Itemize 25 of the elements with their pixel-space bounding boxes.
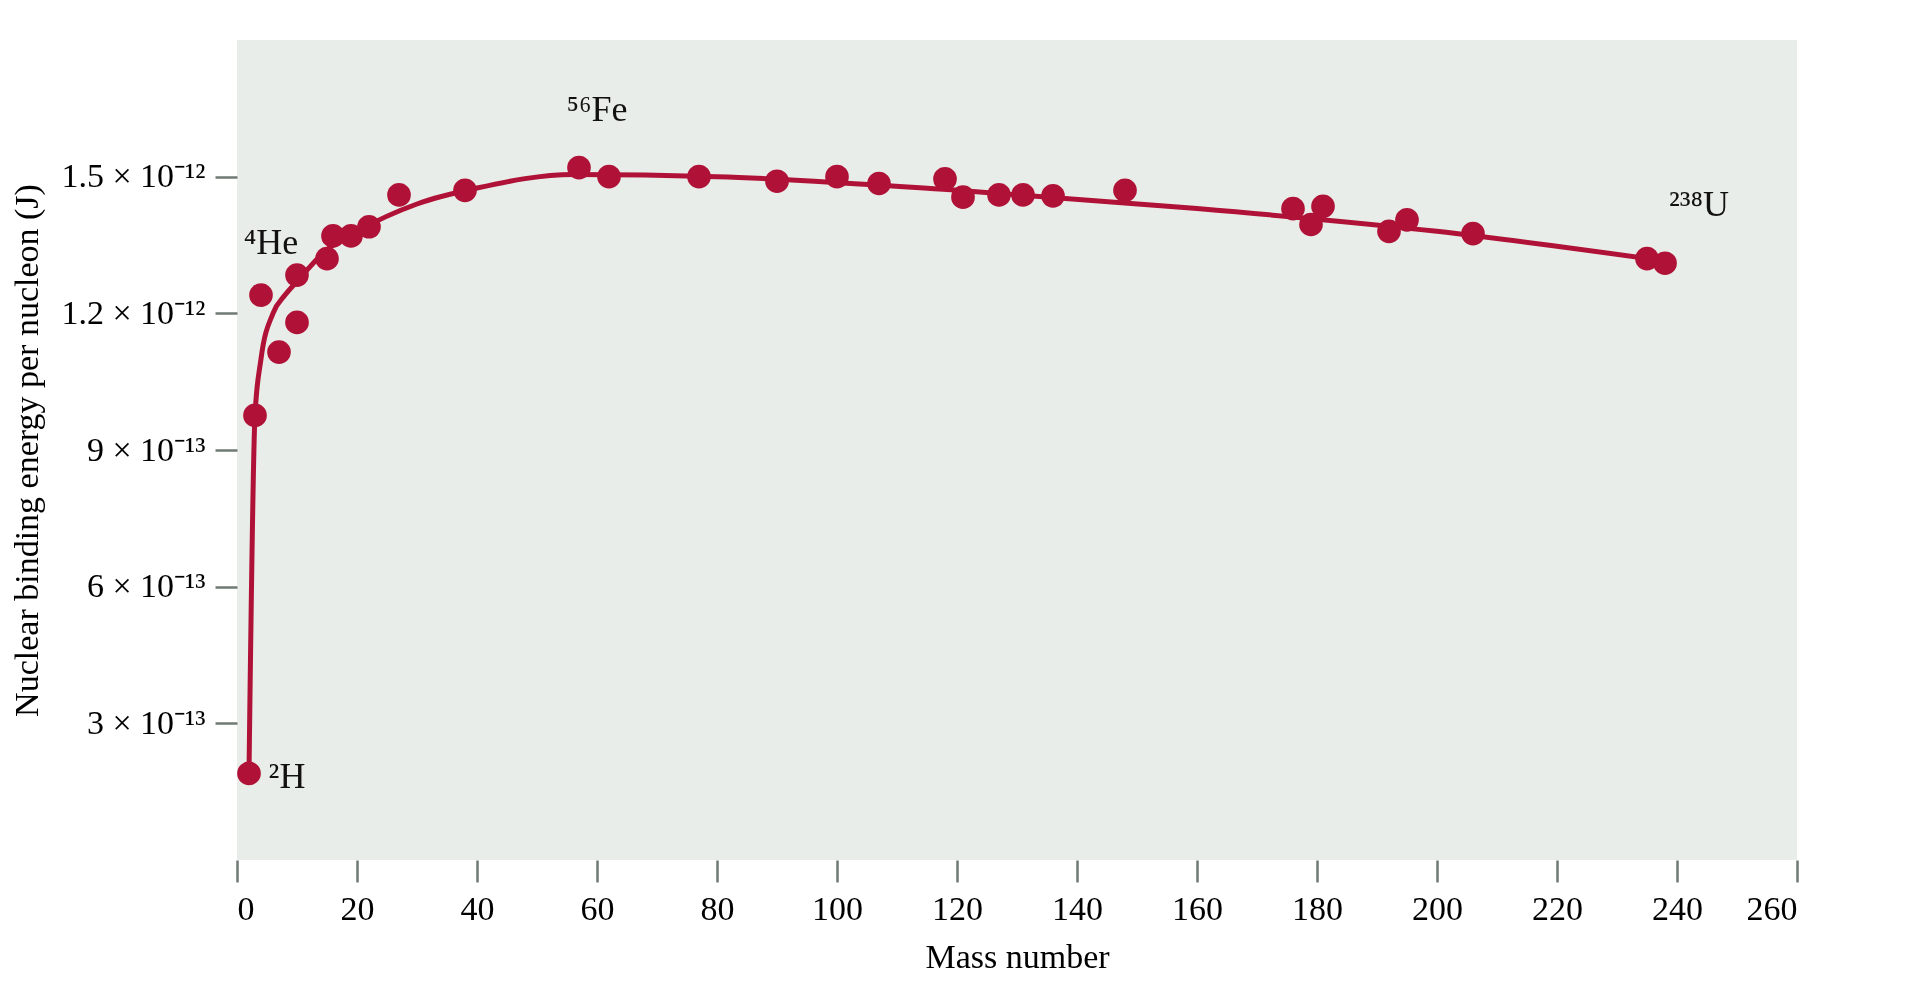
x-tick-label: 200 bbox=[1412, 889, 1463, 927]
annotation: ⁴He bbox=[243, 222, 299, 263]
x-tick-label: 20 bbox=[340, 889, 375, 927]
y-axis-title: Nuclear binding energy per nucleon (J) bbox=[8, 184, 47, 717]
y-tick-label: 6 × 10⁻¹³ bbox=[86, 567, 206, 605]
annotation: ²H bbox=[268, 756, 306, 797]
x-axis-title: Mass number bbox=[925, 937, 1111, 975]
y-tick-label: 1.5 × 10⁻¹² bbox=[61, 157, 206, 195]
x-tick-label: 240 bbox=[1652, 889, 1703, 927]
x-tick-label: 140 bbox=[1052, 889, 1103, 927]
x-tick-label: 160 bbox=[1172, 889, 1223, 927]
y-tick-label: 1.2 × 10⁻¹² bbox=[61, 293, 206, 331]
y-tick-label: 3 × 10⁻¹³ bbox=[86, 703, 206, 741]
annotation: ⁵⁶Fe bbox=[566, 88, 628, 129]
x-tick-label: 100 bbox=[812, 889, 863, 927]
annotation: ²³⁸U bbox=[1668, 184, 1730, 225]
x-tick-label: 40 bbox=[460, 889, 495, 927]
x-tick-label: 60 bbox=[580, 889, 615, 927]
x-tick-label: 260 bbox=[1746, 889, 1798, 927]
x-tick-label: 120 bbox=[932, 889, 983, 927]
y-tick-label: 9 × 10⁻¹³ bbox=[86, 430, 206, 468]
x-tick-label: 180 bbox=[1292, 889, 1343, 927]
x-tick-label: 80 bbox=[700, 889, 735, 927]
x-tick-label: 220 bbox=[1532, 889, 1583, 927]
x-tick-label: 0 bbox=[237, 889, 255, 927]
